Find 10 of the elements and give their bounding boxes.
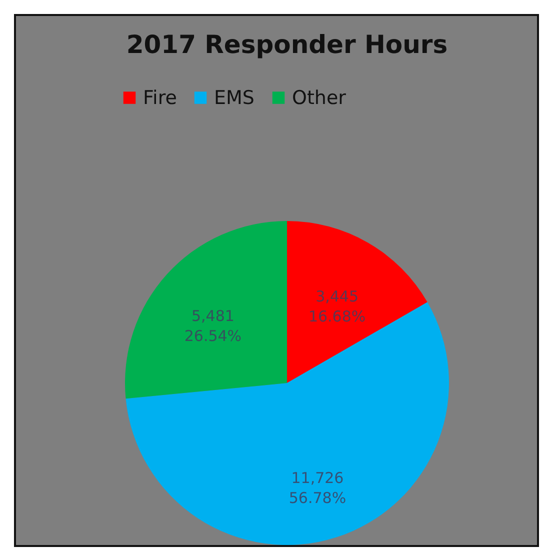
legend-label: Other bbox=[292, 86, 346, 109]
pie-slice bbox=[125, 221, 287, 399]
pie-slice bbox=[126, 302, 449, 545]
data-label: 5,481 26.54% bbox=[184, 306, 242, 345]
legend-label: EMS bbox=[214, 86, 254, 109]
legend-label: Fire bbox=[143, 86, 177, 109]
data-label: 11,726 56.78% bbox=[288, 469, 346, 508]
pie-slice bbox=[287, 221, 428, 383]
chart-title: 2017 Responder Hours bbox=[126, 30, 448, 59]
data-label: 3,445 16.68% bbox=[308, 287, 366, 326]
